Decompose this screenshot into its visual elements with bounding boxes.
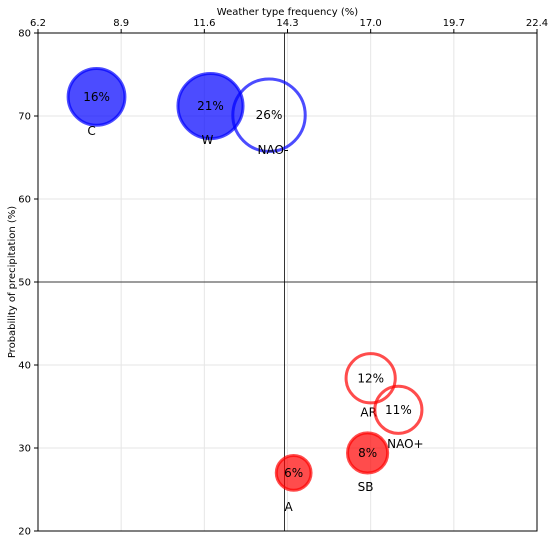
bubble-marker xyxy=(346,431,390,475)
bubble-c: 16% C xyxy=(66,67,127,138)
bubble-series: 16% C 21% W 26% NAO- 12% AR 11% NAO+ 8% SB 6% A xyxy=(66,67,424,514)
reference-lines xyxy=(38,33,537,531)
y-tick-label: 60 xyxy=(18,195,31,206)
bubble-value-label: 21% xyxy=(197,99,224,113)
bubble-value-label: 12% xyxy=(357,371,384,385)
bubble-sb: 8% SB xyxy=(346,431,390,494)
y-axis-title: Probability of precipitation (%) xyxy=(7,206,18,358)
bubble-value-label: 16% xyxy=(83,90,110,104)
bubble-value-label: 11% xyxy=(385,403,412,417)
bubble-value-label: 6% xyxy=(284,466,303,480)
bubble-marker xyxy=(373,384,424,435)
bubble-category-label: NAO- xyxy=(257,143,288,157)
bubble-value-label: 8% xyxy=(358,446,377,460)
bubble-category-label: NAO+ xyxy=(387,437,423,451)
bubble-marker xyxy=(66,67,127,127)
y-tick-label: 80 xyxy=(18,29,31,40)
x-tick-label: 6.2 xyxy=(30,18,46,29)
bubble-a: 6% A xyxy=(274,454,313,514)
bubble-category-label: AR xyxy=(360,405,377,419)
y-tick-label: 50 xyxy=(18,278,31,289)
x-tick-label: 22.4 xyxy=(526,18,548,29)
bubble-nao-minus: 26% NAO- xyxy=(231,77,307,157)
axis-ticks: 6.2 8.9 11.6 14.3 17.0 19.7 22.4 20 30 40 50 60 70 80 xyxy=(18,18,548,538)
x-tick-label: 8.9 xyxy=(113,18,129,29)
bubble-category-label: W xyxy=(202,133,214,147)
bubble-category-label: C xyxy=(87,124,95,138)
x-tick-label: 14.3 xyxy=(276,18,298,29)
y-tick-label: 30 xyxy=(18,444,31,455)
bubble-marker xyxy=(344,352,397,405)
bubble-ar: 12% AR xyxy=(344,352,397,419)
bubble-marker xyxy=(231,77,307,153)
bubble-nao-minusplus: 11% NAO+ xyxy=(373,384,424,451)
x-axis-title: Weather type frequency (%) xyxy=(217,7,359,18)
bubble-marker xyxy=(274,454,313,492)
bubble-category-label: A xyxy=(285,500,294,514)
bubble-category-label: SB xyxy=(358,480,374,494)
bubble-marker xyxy=(176,72,245,141)
x-tick-label: 17.0 xyxy=(360,18,382,29)
y-tick-label: 70 xyxy=(18,112,31,123)
x-tick-label: 19.7 xyxy=(443,18,465,29)
x-tick-label: 11.6 xyxy=(193,18,215,29)
bubble-value-label: 26% xyxy=(256,108,283,122)
bubble-w: 21% W xyxy=(176,72,245,147)
y-tick-label: 20 xyxy=(18,527,31,538)
y-tick-label: 40 xyxy=(18,361,31,372)
